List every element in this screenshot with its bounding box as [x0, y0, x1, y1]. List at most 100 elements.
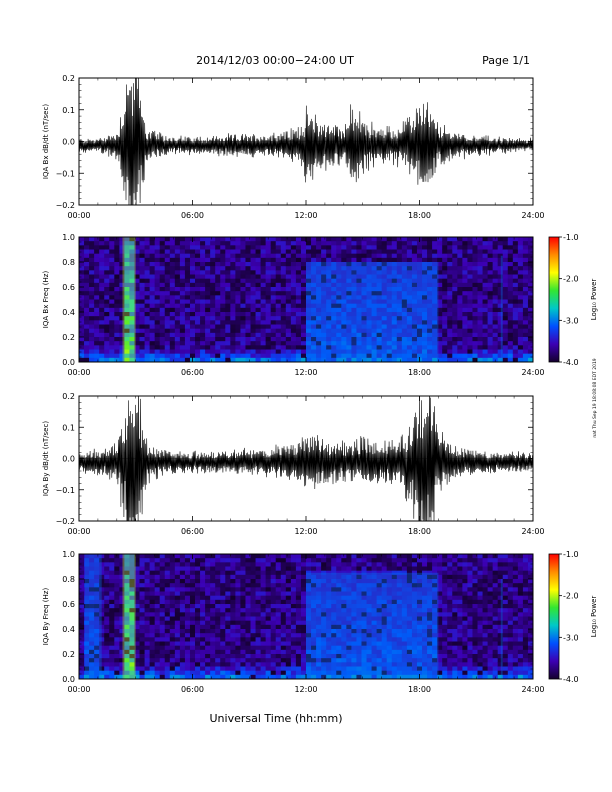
spectrogram-cell	[89, 320, 95, 325]
spectrogram-cell	[472, 291, 478, 296]
spectrogram-cell	[386, 562, 393, 567]
spectrogram-cell	[351, 674, 357, 679]
spectrogram-cell	[331, 266, 337, 271]
spectrogram-cell	[149, 558, 156, 563]
spectrogram-cell	[164, 274, 171, 280]
spectrogram-cell	[280, 670, 287, 676]
spectrogram-cell	[169, 278, 176, 284]
spectrogram-cell	[381, 604, 388, 609]
spectrogram-cell	[381, 558, 388, 563]
spectrogram-cell	[255, 262, 261, 267]
spectrogram-cell	[300, 266, 307, 271]
spectrogram-cell	[230, 558, 236, 563]
spectrogram-cell	[522, 357, 529, 362]
spectrogram-cell	[316, 328, 322, 334]
spectrogram-cell	[245, 637, 251, 642]
spectrogram-cell	[159, 620, 166, 626]
spectrogram-cell	[487, 332, 494, 338]
spectrogram-cell	[89, 341, 95, 346]
spectrogram-cell	[265, 604, 272, 609]
spectrogram-cell	[290, 649, 297, 655]
spectrogram-cell	[411, 257, 418, 263]
spectrogram-cell	[295, 666, 302, 672]
spectrogram-cell	[447, 357, 453, 362]
spectrogram-cell	[275, 241, 282, 246]
spectrogram-cell	[452, 287, 458, 292]
spectrogram-cell	[174, 324, 181, 330]
spectrogram-cell	[381, 257, 388, 263]
spectrogram-cell	[497, 253, 504, 259]
spectrogram-cell	[482, 337, 488, 342]
spectrogram-cell	[195, 266, 201, 271]
spectrogram-cell	[79, 670, 85, 676]
spectrogram-cell	[351, 312, 357, 317]
spectrogram-cell	[336, 658, 342, 663]
spectrogram-cell	[497, 349, 504, 355]
spectrogram-cell	[321, 624, 327, 630]
spectrogram-cell	[230, 649, 236, 655]
spectrogram-cell	[169, 266, 176, 271]
spectrogram-cell	[124, 616, 130, 622]
spectrogram-cell	[366, 558, 372, 563]
spectrogram-cell	[386, 641, 393, 647]
spectrogram-cell	[280, 345, 287, 350]
spectrogram-cell	[336, 270, 342, 275]
spectrogram-cell	[124, 674, 130, 679]
spectrogram-cell	[401, 587, 408, 592]
spectrogram-cell	[124, 266, 130, 271]
spectrogram-cell	[164, 562, 171, 567]
spectrogram-cell	[265, 616, 272, 622]
spectrogram-cell	[225, 637, 231, 642]
spectrogram-cell	[129, 345, 135, 350]
spectrogram-cell	[159, 307, 166, 313]
spectrogram-cell	[346, 245, 352, 250]
spectrogram-cell	[311, 645, 317, 651]
spectrogram-cell	[94, 241, 100, 246]
spectrogram-cell	[89, 345, 95, 350]
spectrogram-cell	[361, 270, 367, 275]
spectrogram-cell	[220, 341, 226, 346]
spectrogram-cell	[195, 633, 201, 638]
spectrogram-cell	[235, 332, 241, 338]
spectrogram-cell	[144, 257, 151, 263]
spectrogram-cell	[351, 595, 357, 601]
spectrogram-cell	[220, 637, 226, 642]
spectrogram-cell	[184, 641, 191, 647]
spectrogram-cell	[169, 320, 176, 325]
spectrogram-cell	[396, 637, 403, 642]
spectrogram-cell	[195, 654, 201, 659]
spectrogram-cell	[527, 262, 533, 267]
spectrogram-cell	[280, 629, 287, 634]
spectrogram-cell	[406, 266, 413, 271]
spectrogram-cell	[396, 662, 403, 667]
spectrogram-cell	[497, 312, 504, 317]
spectrogram-cell	[411, 253, 418, 259]
spectrogram-cell	[119, 303, 125, 309]
spectrogram-cell	[169, 295, 176, 300]
spectrogram-cell	[326, 654, 332, 659]
spectrogram-cell	[240, 620, 246, 626]
spectrogram-cell	[79, 287, 85, 292]
spectrogram-cell	[109, 637, 115, 642]
spectrogram-cell	[230, 612, 236, 617]
spectrogram-cell	[311, 262, 317, 267]
spectrogram-cell	[275, 554, 282, 559]
spectrogram-cell	[245, 554, 251, 559]
spectrogram-cell	[336, 357, 342, 362]
spectrogram-cell	[79, 649, 85, 655]
spectrogram-cell	[432, 341, 438, 346]
spectrogram-cell	[507, 291, 514, 296]
spectrogram-cell	[422, 249, 428, 255]
spectrogram-cell	[99, 637, 105, 642]
spectrogram-cell	[99, 299, 105, 305]
spectrogram-cell	[295, 579, 302, 584]
spectrogram-cell	[240, 674, 246, 679]
spectrogram-cell	[94, 570, 100, 576]
spectrogram-cell	[169, 558, 176, 563]
spectrogram-cell	[195, 270, 201, 275]
spectrogram-cell	[99, 312, 105, 317]
spectrogram-cell	[527, 241, 533, 246]
spectrogram-cell	[99, 587, 105, 592]
spectrogram-cell	[401, 341, 408, 346]
spectrogram-cell	[99, 579, 105, 584]
